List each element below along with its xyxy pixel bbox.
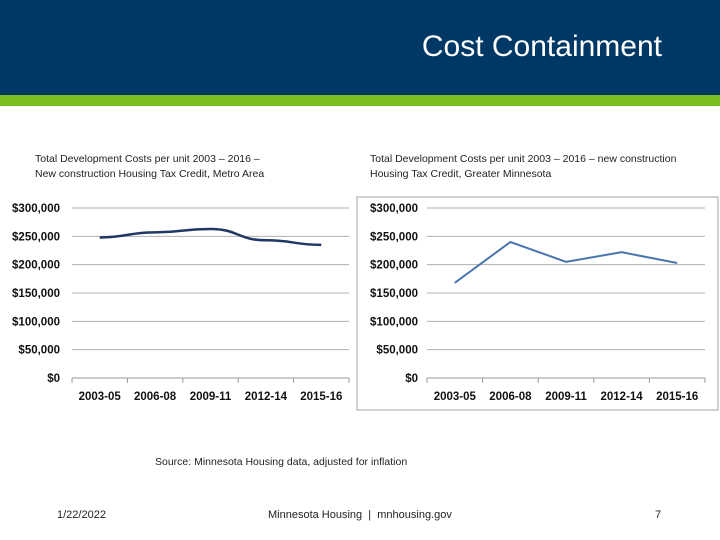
source-note: Source: Minnesota Housing data, adjusted…	[155, 456, 408, 468]
chart-2-y-tick-label: $50,000	[376, 345, 418, 357]
chart-2-y-tick-label: $200,000	[370, 260, 418, 272]
footer-center: Minnesota Housing | mnhousing.gov	[268, 509, 452, 521]
chart-2-y-tick-label: $250,000	[370, 231, 418, 243]
chart-2-y-tick-label: $0	[405, 373, 418, 385]
slide-title: Cost Containment	[421, 30, 662, 63]
chart-1-y-tick-label: $300,000	[12, 203, 60, 215]
header-bar	[0, 0, 720, 95]
chart-2-series-line	[454, 240, 678, 284]
footer-date: 1/22/2022	[57, 509, 106, 521]
chart-2-title-line2: Housing Tax Credit, Greater Minnesota	[370, 168, 552, 180]
chart-1-y-tick-label: $150,000	[12, 288, 60, 300]
chart-2-y-tick-label: $150,000	[370, 288, 418, 300]
chart-1-title-line2: New construction Housing Tax Credit, Met…	[35, 168, 265, 180]
chart-1-y-tick-label: $50,000	[18, 345, 60, 357]
chart-1-title: Total Development Costs per unit 2003 – …	[35, 152, 264, 182]
chart-2-x-tick-label: 2015-16	[656, 391, 698, 403]
chart-2-x-tick-label: 2006-08	[489, 391, 532, 403]
chart-2-frame	[356, 196, 719, 411]
chart-2-x-tick-label: 2012-14	[600, 391, 643, 403]
chart-1-x-tick-label: 2003-05	[79, 391, 122, 403]
chart-1-y-tick-label: $200,000	[12, 260, 60, 272]
chart-1-x-tick-label: 2015-16	[300, 391, 342, 403]
chart-1-title-line1: Total Development Costs per unit 2003 – …	[35, 153, 260, 165]
chart-2-x-tick-label: 2009-11	[545, 391, 587, 403]
chart-1-y-tick-label: $100,000	[12, 316, 60, 328]
chart-2-title: Total Development Costs per unit 2003 – …	[370, 152, 676, 182]
chart-2-title-line1: Total Development Costs per unit 2003 – …	[370, 153, 677, 165]
footer-page: 7	[655, 509, 662, 521]
chart-1-x-tick-label: 2012-14	[245, 391, 288, 403]
chart-1-y-tick-label: $0	[47, 373, 60, 385]
chart-2-y-tick-label: $300,000	[370, 203, 418, 215]
chart-2-y-tick-label: $100,000	[370, 316, 418, 328]
chart-1-x-tick-label: 2009-11	[190, 391, 232, 403]
accent-bar	[0, 95, 720, 106]
chart-1-y-tick-label: $250,000	[12, 231, 60, 243]
chart-1-series-line	[99, 227, 322, 247]
chart-2-x-tick-label: 2003-05	[434, 391, 477, 403]
chart-1-x-tick-label: 2006-08	[134, 391, 177, 403]
